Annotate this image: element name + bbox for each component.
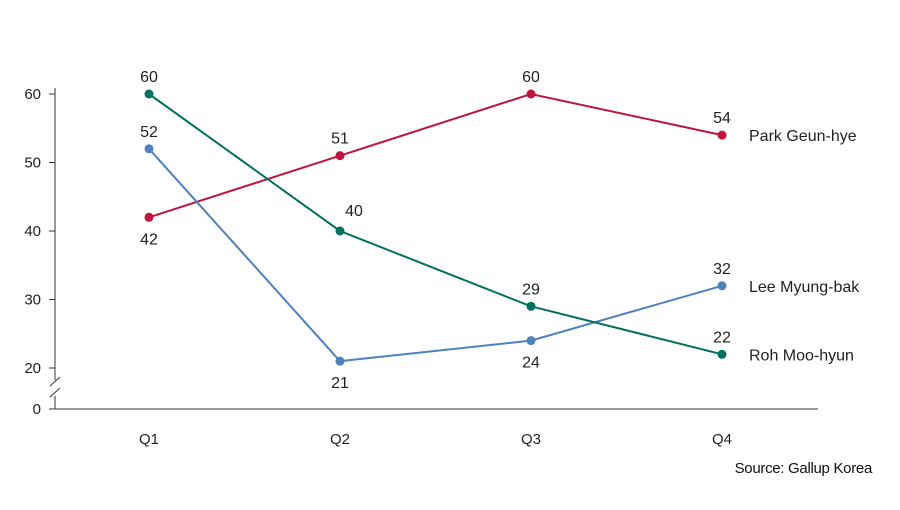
data-label: 54 <box>713 110 731 127</box>
data-label: 51 <box>331 131 349 148</box>
data-point <box>335 356 345 366</box>
source-note: Source: Gallup Korea <box>734 460 873 477</box>
data-point <box>526 89 536 99</box>
series-line <box>148 93 723 356</box>
labels-layer: 42 51 60 54 Park Geun-hye 52 21 24 32 Lee Myung-b… <box>140 69 860 392</box>
data-point <box>717 281 727 291</box>
x-tick-label: Q3 <box>521 431 541 448</box>
series-name-label: Park Geun-hye <box>749 128 857 145</box>
data-point <box>144 144 154 154</box>
data-label: 29 <box>522 281 540 298</box>
data-label: 42 <box>140 231 158 248</box>
y-axis-break-mark <box>49 387 61 398</box>
chart-axes: 60 50 40 30 20 0 Q1 Q2 Q3 Q4 <box>24 86 818 448</box>
data-point <box>717 130 727 140</box>
data-point <box>335 151 345 161</box>
y-tick-label: 40 <box>24 223 41 240</box>
series-name-label: Lee Myung-bak <box>749 279 860 296</box>
data-label: 32 <box>713 261 731 278</box>
y-tick-label: 20 <box>24 360 41 377</box>
data-label: 40 <box>345 203 363 220</box>
y-tick-label: 60 <box>24 86 41 103</box>
y-tick-label: 30 <box>24 292 41 309</box>
data-point <box>717 349 727 359</box>
data-point <box>526 336 536 346</box>
data-label: 60 <box>140 69 158 86</box>
data-label: 60 <box>522 69 540 86</box>
series-layer <box>144 89 727 366</box>
data-label: 22 <box>713 329 731 346</box>
data-point <box>144 89 154 99</box>
y-axis-break-mark <box>49 376 61 387</box>
data-point <box>526 301 536 311</box>
series-line <box>148 148 723 363</box>
x-tick-label: Q2 <box>330 431 350 448</box>
data-label: 24 <box>522 355 540 372</box>
y-tick-label: 50 <box>24 155 41 172</box>
data-label: 52 <box>140 124 158 141</box>
data-point <box>335 226 345 236</box>
data-point <box>144 212 154 222</box>
series-line <box>148 92 723 219</box>
series-name-label: Roh Moo-hyun <box>749 347 854 364</box>
data-label: 21 <box>331 375 349 392</box>
x-tick-label: Q4 <box>712 431 732 448</box>
y-tick-label: 0 <box>33 401 41 418</box>
x-tick-label: Q1 <box>139 431 159 448</box>
